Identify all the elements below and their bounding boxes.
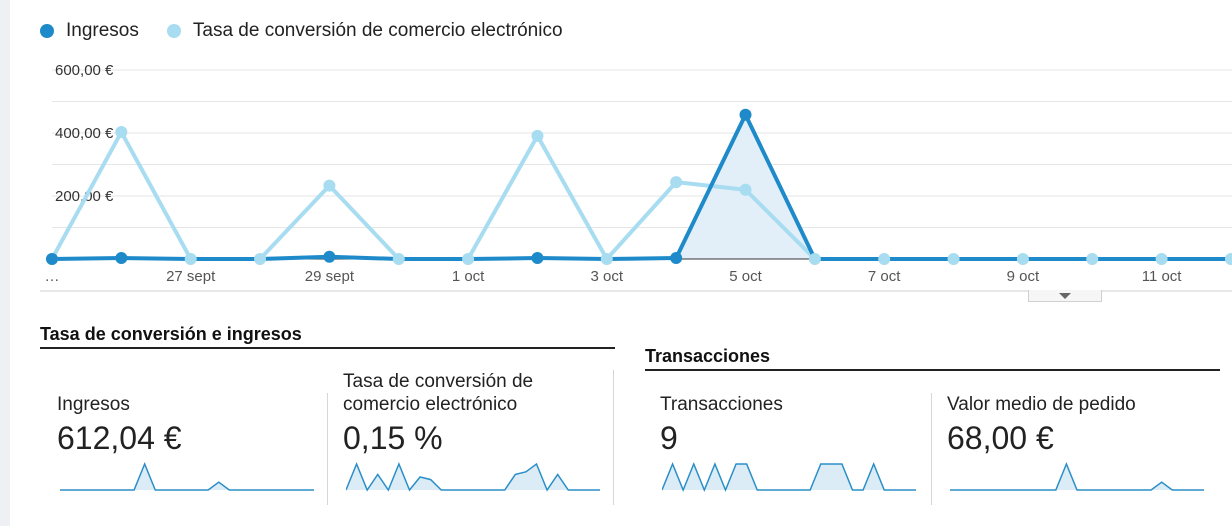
metric-value: 68,00 € — [947, 420, 1054, 456]
card-divider — [327, 393, 328, 505]
section-title-conversion: Tasa de conversión e ingresos — [40, 324, 615, 349]
left-panel-edge — [0, 0, 10, 526]
metric-value: 0,15 % — [343, 420, 443, 456]
x-tick-label: … — [45, 268, 60, 285]
metric-card-valor-medio[interactable]: Valor medio de pedido 68,00 € — [947, 370, 1207, 500]
sparkline-line — [60, 462, 314, 491]
metric-label: Tasa de conversión de comercio electróni… — [343, 371, 534, 415]
data-point-tasa — [254, 253, 267, 265]
metric-label: Valor medio de pedido — [947, 394, 1136, 415]
legend-item-ingresos[interactable]: Ingresos — [40, 20, 139, 42]
data-point-tasa — [739, 183, 752, 196]
x-tick-label: 27 sept — [166, 268, 216, 285]
data-point-tasa — [531, 129, 544, 142]
legend-dot-tasa-icon — [166, 24, 181, 38]
data-point-tasa — [878, 253, 891, 265]
data-point-tasa — [1155, 253, 1168, 265]
metric-value: 9 — [660, 420, 678, 456]
chevron-down-icon — [1059, 292, 1071, 299]
data-point-ingresos — [46, 253, 58, 265]
data-point-ingresos — [323, 250, 336, 263]
sparkline-area — [346, 464, 600, 490]
x-tick-label: 9 oct — [1007, 268, 1040, 285]
legend-label-ingresos: Ingresos — [66, 20, 139, 41]
data-point-tasa — [947, 253, 960, 265]
data-point-tasa — [670, 176, 683, 189]
sparkline-transacciones — [662, 462, 916, 492]
x-tick-label: 29 sept — [305, 268, 355, 285]
section-title-transacciones: Transacciones — [645, 346, 1220, 371]
sparkline-valor-medio — [950, 462, 1204, 491]
data-point-ingresos — [739, 108, 752, 121]
sparkline-line — [950, 462, 1204, 491]
sparkline-area — [662, 464, 916, 490]
series-line-ingresos — [51, 112, 1231, 261]
x-tick-label: 5 oct — [729, 268, 762, 285]
legend-dot-ingresos-icon — [40, 24, 54, 38]
metric-label: Transacciones — [660, 394, 783, 415]
data-point-tasa — [115, 126, 128, 139]
chart-expand-toggle[interactable] — [1028, 290, 1102, 302]
metric-label: Ingresos — [57, 394, 130, 415]
x-tick-label: 3 oct — [591, 268, 624, 285]
data-point-tasa — [808, 253, 821, 265]
data-point-tasa — [323, 179, 336, 192]
metric-card-ingresos[interactable]: Ingresos 612,04 € — [57, 370, 317, 500]
data-point-tasa — [600, 253, 613, 265]
sparkline-ingresos — [60, 462, 314, 491]
data-point-ingresos — [670, 252, 683, 265]
legend-label-tasa: Tasa de conversión de comercio electróni… — [192, 20, 563, 41]
data-point-tasa — [392, 253, 405, 265]
metric-card-tasa[interactable]: Tasa de conversión de comercio electróni… — [343, 370, 603, 500]
data-point-tasa — [1224, 253, 1232, 265]
card-divider — [613, 370, 614, 505]
chart-legend: Ingresos Tasa de conversión de comercio … — [40, 20, 563, 42]
metric-card-transacciones[interactable]: Transacciones 9 — [660, 370, 920, 500]
sparkline-line — [662, 462, 916, 492]
ingresos-area — [52, 114, 1231, 259]
data-point-tasa — [184, 253, 197, 265]
data-point-tasa — [1086, 253, 1099, 265]
data-point-tasa — [1016, 253, 1029, 265]
legend-item-tasa[interactable]: Tasa de conversión de comercio electróni… — [166, 20, 563, 42]
sparkline-tasa — [346, 462, 600, 492]
main-line-chart[interactable]: 600,00 €400,00 €200,00 €… 27 sept 29 sept 1… — [0, 0, 1232, 300]
x-tick-label: 1 oct — [452, 268, 485, 285]
y-tick-label: 400,00 € — [55, 125, 114, 142]
sparkline-line — [346, 462, 600, 492]
card-divider — [931, 393, 932, 505]
data-point-ingresos — [531, 252, 544, 265]
metric-value: 612,04 € — [57, 420, 182, 456]
y-tick-label: 600,00 € — [55, 62, 114, 79]
data-point-tasa — [462, 253, 475, 265]
sparkline-area — [60, 464, 314, 490]
x-tick-label: 7 oct — [868, 268, 901, 285]
x-tick-label: 11 oct — [1142, 268, 1183, 285]
data-point-ingresos — [115, 252, 128, 265]
